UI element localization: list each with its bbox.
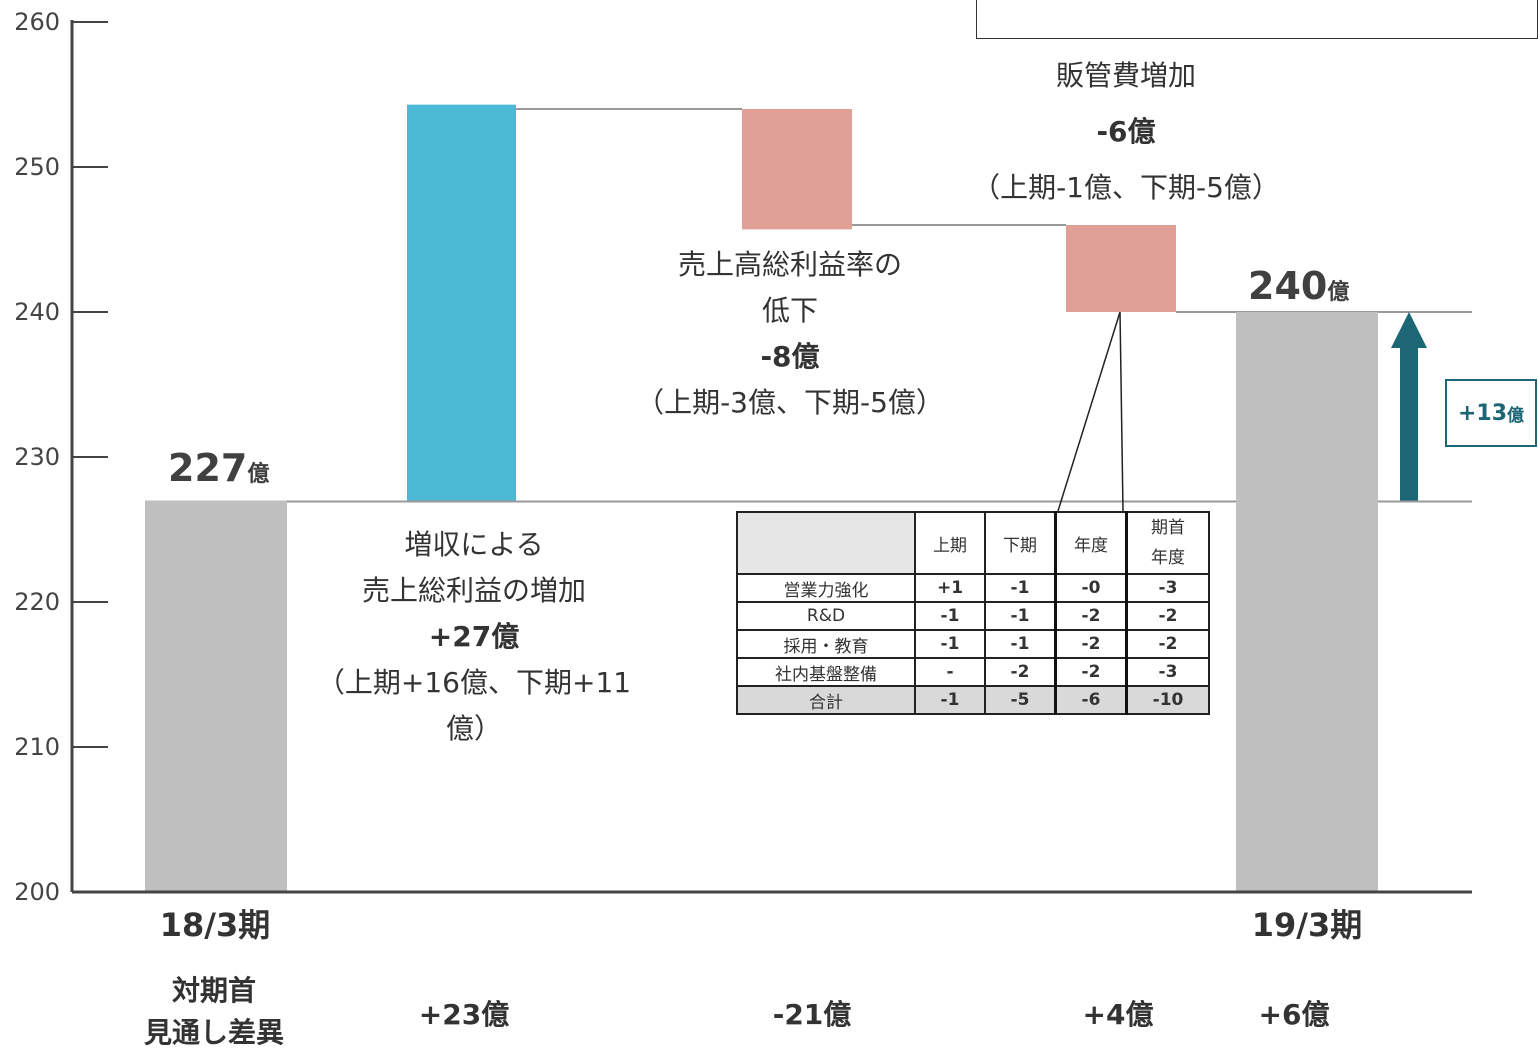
table-cell: -3 bbox=[1125, 657, 1210, 687]
table-header-blank bbox=[736, 511, 916, 575]
y-tick-label: 260 bbox=[14, 8, 60, 36]
y-tick-label: 230 bbox=[14, 443, 60, 471]
sga-amount: -6億 bbox=[1096, 115, 1156, 148]
sga-breakdown-table: 上期 下期 年度 期首 年度 営業力強化 +1 -1 -0 -3 R&D -1 … bbox=[736, 511, 1210, 715]
gross-margin-amount: -8億 bbox=[760, 340, 820, 373]
table-cell: +1 bbox=[914, 573, 986, 603]
y-tick-label: 210 bbox=[14, 733, 60, 761]
bar-decrease-margin bbox=[742, 109, 852, 230]
end-value-label: 240億 bbox=[1248, 264, 1350, 308]
diff-value: -21億 bbox=[772, 998, 852, 1031]
table-cell: -1 bbox=[984, 601, 1057, 631]
diff-row-label: 対期首 見通し差異 bbox=[114, 970, 314, 1054]
delta-label: +13 億 bbox=[1445, 379, 1537, 447]
increase-line2: 売上総利益の増加 bbox=[361, 574, 586, 607]
y-tick-label: 200 bbox=[14, 878, 60, 906]
diff-label-line2: 見通し差異 bbox=[143, 1016, 284, 1049]
table-cell: -1 bbox=[914, 629, 986, 659]
table-row-label: 採用・教育 bbox=[736, 629, 916, 659]
increase-line1: 増収による bbox=[404, 528, 544, 561]
table-cell: -1 bbox=[984, 573, 1057, 603]
gross-margin-line1: 売上高総利益率の bbox=[677, 248, 902, 281]
table-total-row: 合計 -1 -5 -6 -10 bbox=[736, 685, 1210, 715]
table-cell: -1 bbox=[914, 685, 986, 715]
table-cell: -2 bbox=[1125, 629, 1210, 659]
delta-arrow-head bbox=[1391, 312, 1427, 348]
start-value-label: 227億 bbox=[168, 446, 270, 490]
table-row: R&D -1 -1 -2 -2 bbox=[736, 601, 1210, 631]
category-start: 18/3期 bbox=[159, 906, 271, 944]
bar-end-total bbox=[1236, 312, 1378, 892]
table-cell: -5 bbox=[984, 685, 1057, 715]
bar-decrease-sga bbox=[1066, 225, 1176, 312]
bar-increase bbox=[407, 104, 516, 501]
table-header-h1: 上期 bbox=[914, 511, 986, 575]
table-row-label: R&D bbox=[736, 601, 916, 631]
diff-value: +23億 bbox=[418, 998, 510, 1031]
category-end: 19/3期 bbox=[1251, 906, 1363, 944]
table-cell: -3 bbox=[1125, 573, 1210, 603]
top-callout-box bbox=[976, 0, 1538, 39]
increase-amount: +27億 bbox=[428, 620, 520, 653]
bar-start-total bbox=[145, 500, 287, 892]
table-row: 社内基盤整備 - -2 -2 -3 bbox=[736, 657, 1210, 687]
increase-annotation: 増収による 売上総利益の増加 +27億 （上期+16億、下期+11億） bbox=[296, 522, 652, 752]
diff-label-line1: 対期首 bbox=[171, 974, 256, 1007]
table-cell: -1 bbox=[914, 601, 986, 631]
increase-detail: （上期+16億、下期+11億） bbox=[316, 666, 632, 745]
table-cell: -0 bbox=[1054, 573, 1128, 603]
table-cell: - bbox=[914, 657, 986, 687]
table-cell: -6 bbox=[1054, 685, 1128, 715]
table-row-label: 営業力強化 bbox=[736, 573, 916, 603]
table-cell: -2 bbox=[1054, 657, 1128, 687]
y-tick-label: 220 bbox=[14, 588, 60, 616]
sga-line1: 販管費増加 bbox=[1055, 59, 1196, 92]
table-header-row: 上期 下期 年度 期首 年度 bbox=[736, 511, 1210, 575]
table-header-h2: 下期 bbox=[984, 511, 1057, 575]
diff-value: +4億 bbox=[1082, 998, 1154, 1031]
sga-annotation: 販管費増加 -6億 （上期-1億、下期-5億） bbox=[966, 48, 1286, 216]
table-row-label: 社内基盤整備 bbox=[736, 657, 916, 687]
table-cell: -2 bbox=[1125, 601, 1210, 631]
table-header-initial-line1: 期首 bbox=[1151, 518, 1185, 538]
table-cell: -2 bbox=[1054, 601, 1128, 631]
table-header-initial-line2: 年度 bbox=[1151, 548, 1185, 568]
table-cell: -2 bbox=[984, 657, 1057, 687]
gross-margin-detail: （上期-3億、下期-5億） bbox=[636, 386, 944, 419]
gross-margin-line2: 低下 bbox=[761, 294, 818, 327]
callout-line bbox=[1057, 311, 1121, 512]
y-tick-label: 240 bbox=[14, 298, 60, 326]
gross-margin-annotation: 売上高総利益率の 低下 -8億 （上期-3億、下期-5億） bbox=[630, 242, 950, 426]
y-tick-label: 250 bbox=[14, 153, 60, 181]
table-row: 営業力強化 +1 -1 -0 -3 bbox=[736, 573, 1210, 603]
table-row: 採用・教育 -1 -1 -2 -2 bbox=[736, 629, 1210, 659]
callout-line bbox=[1119, 311, 1124, 512]
table-row-label: 合計 bbox=[736, 685, 916, 715]
table-cell: -2 bbox=[1054, 629, 1128, 659]
sga-detail: （上期-1億、下期-5億） bbox=[972, 171, 1280, 204]
table-cell: -1 bbox=[984, 629, 1057, 659]
diff-value: +6億 bbox=[1258, 998, 1330, 1031]
table-cell: -10 bbox=[1125, 685, 1210, 715]
table-header-initial-year: 期首 年度 bbox=[1125, 511, 1210, 575]
table-header-year: 年度 bbox=[1054, 511, 1128, 575]
